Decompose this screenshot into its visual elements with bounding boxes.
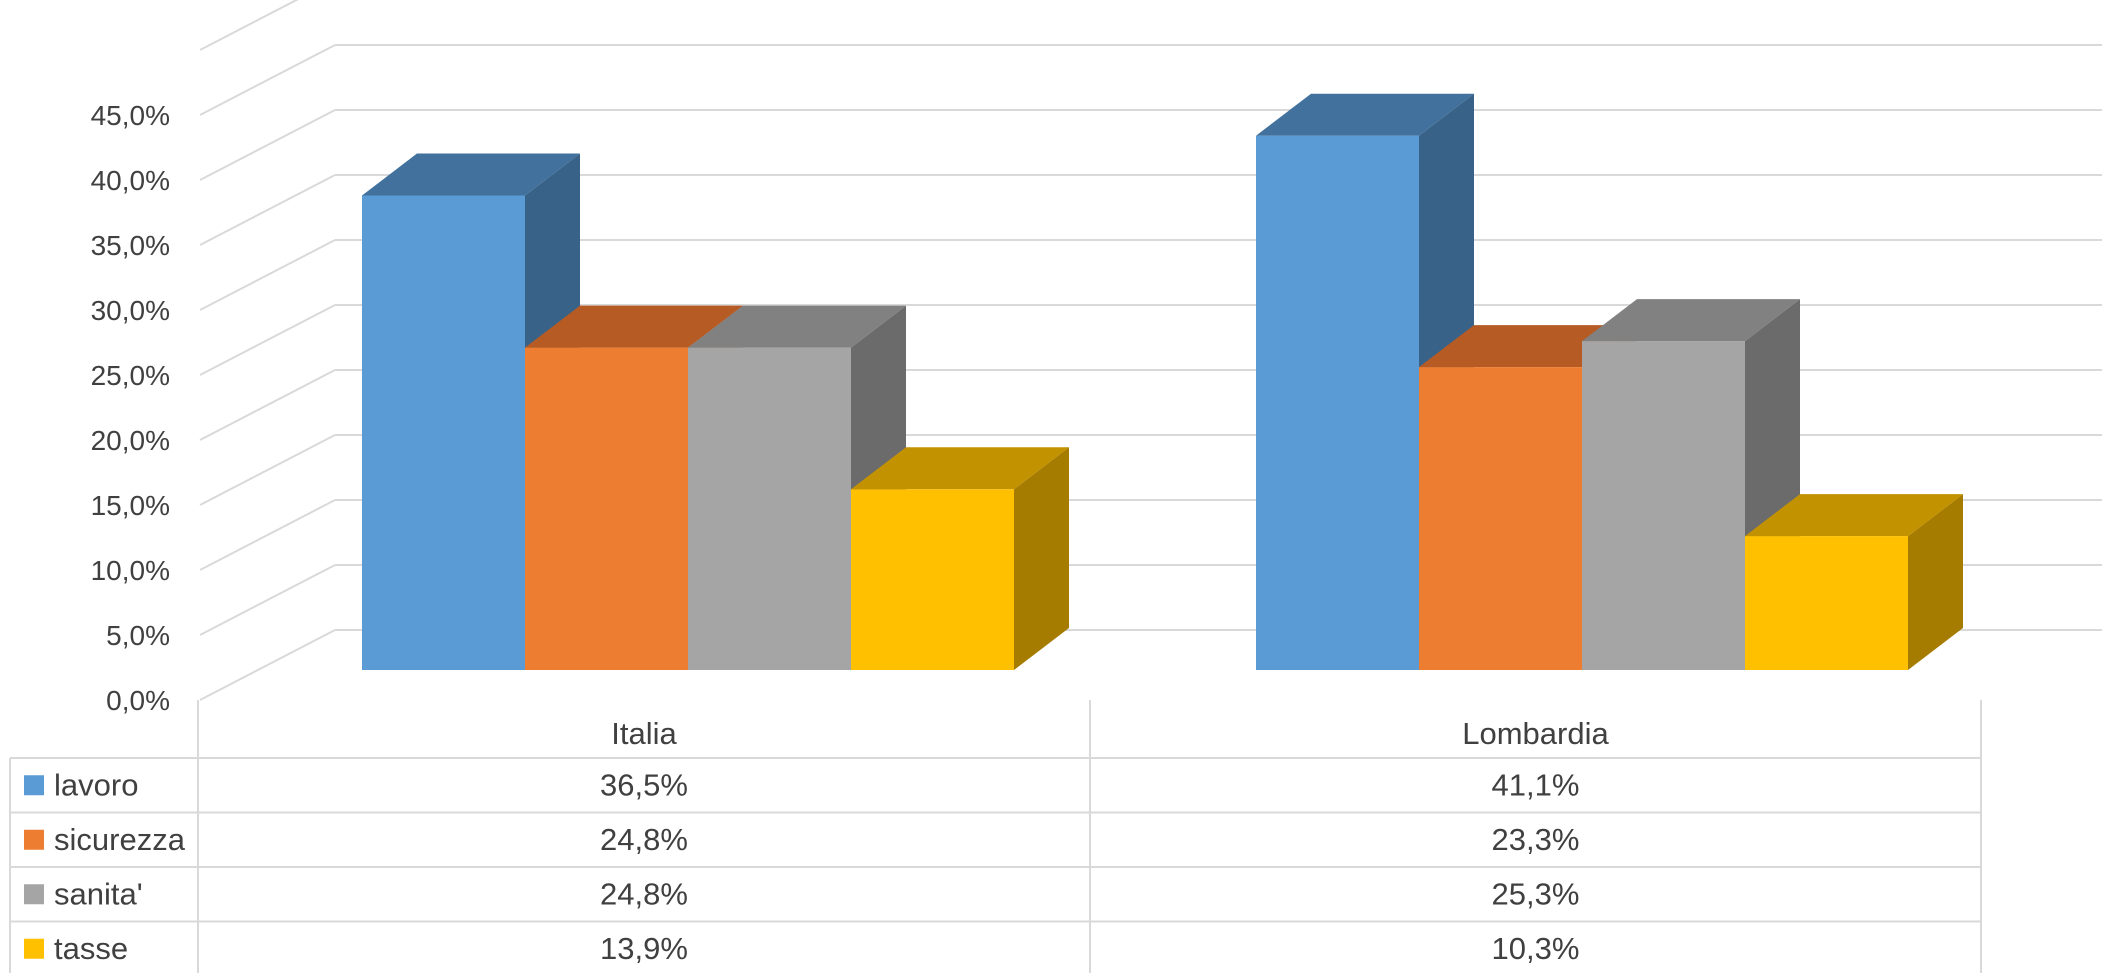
legend-label: tasse [54,931,128,966]
category-label: Lombardia [1462,716,1609,751]
gridline-diagonal [199,499,336,571]
bar-side [1908,494,1963,670]
legend-swatch [24,884,44,905]
data-cell: 13,9% [600,931,688,966]
y-axis-ticks: 0,0% 5,0% 10,0% 15,0% 20,0% 25,0% 30,0% 35,0% 40… [91,100,170,716]
legend-swatch [24,775,44,796]
y-tick-label: 5,0% [106,620,170,651]
y-tick-label: 15,0% [91,490,170,521]
gridline-diagonal [199,44,336,116]
y-tick-label: 35,0% [91,230,170,261]
bar-tasse-italia [851,447,1069,670]
data-cell: 10,3% [1492,931,1580,966]
data-cell: 25,3% [1492,876,1580,911]
bar-sanita-lombardia [1582,299,1800,670]
bar-front [525,347,688,670]
bar-top [688,305,906,348]
data-cell: 24,8% [600,876,688,911]
y-tick-label: 10,0% [91,555,170,586]
gridline-diagonal [199,304,336,376]
bars [362,93,1963,670]
bar-top [1256,93,1474,136]
gridline-diagonal [199,174,336,246]
legend-swatch [24,829,44,850]
gridline-diagonal [199,564,336,636]
y-tick-label: 45,0% [91,100,170,131]
bar-top [1745,494,1963,537]
bar-top [525,305,743,348]
y-tick-label: 25,0% [91,360,170,391]
bar-front [688,347,851,670]
bar-front [1745,536,1908,670]
legend-label: lavoro [54,767,138,802]
bar-front [1419,367,1582,670]
data-cell: 41,1% [1492,767,1580,802]
bar-front [851,489,1014,670]
y-tick-label: 20,0% [91,425,170,456]
legend-label: sicurezza [54,822,186,857]
y-tick-label: 0,0% [106,685,170,716]
bar-tasse-lombardia [1745,494,1963,670]
bar-top [851,447,1069,490]
data-table: Italia Lombardia lavoro 36,5% 41,1% sicurezza… [9,700,1982,973]
legend-swatch [24,938,44,959]
data-cell: 24,8% [600,822,688,857]
bar-front [1582,341,1745,670]
bar-side [1014,447,1069,670]
bar-front [1256,135,1419,670]
data-cell: 23,3% [1492,822,1580,857]
bar-top [362,153,580,196]
gridline-diagonal [199,239,336,311]
gridline-diagonal [199,109,336,181]
gridline-diagonal [199,434,336,506]
y-tick-label: 30,0% [91,295,170,326]
y-tick-label: 40,0% [91,165,170,196]
legend-label: sanita' [54,876,143,911]
gridline-diagonal [199,369,336,441]
gridline-diagonal [199,629,336,701]
category-label: Italia [611,716,677,751]
bar-top [1582,299,1800,342]
data-cell: 36,5% [600,767,688,802]
bar-front [362,195,525,670]
gridline-diagonal [199,0,299,51]
